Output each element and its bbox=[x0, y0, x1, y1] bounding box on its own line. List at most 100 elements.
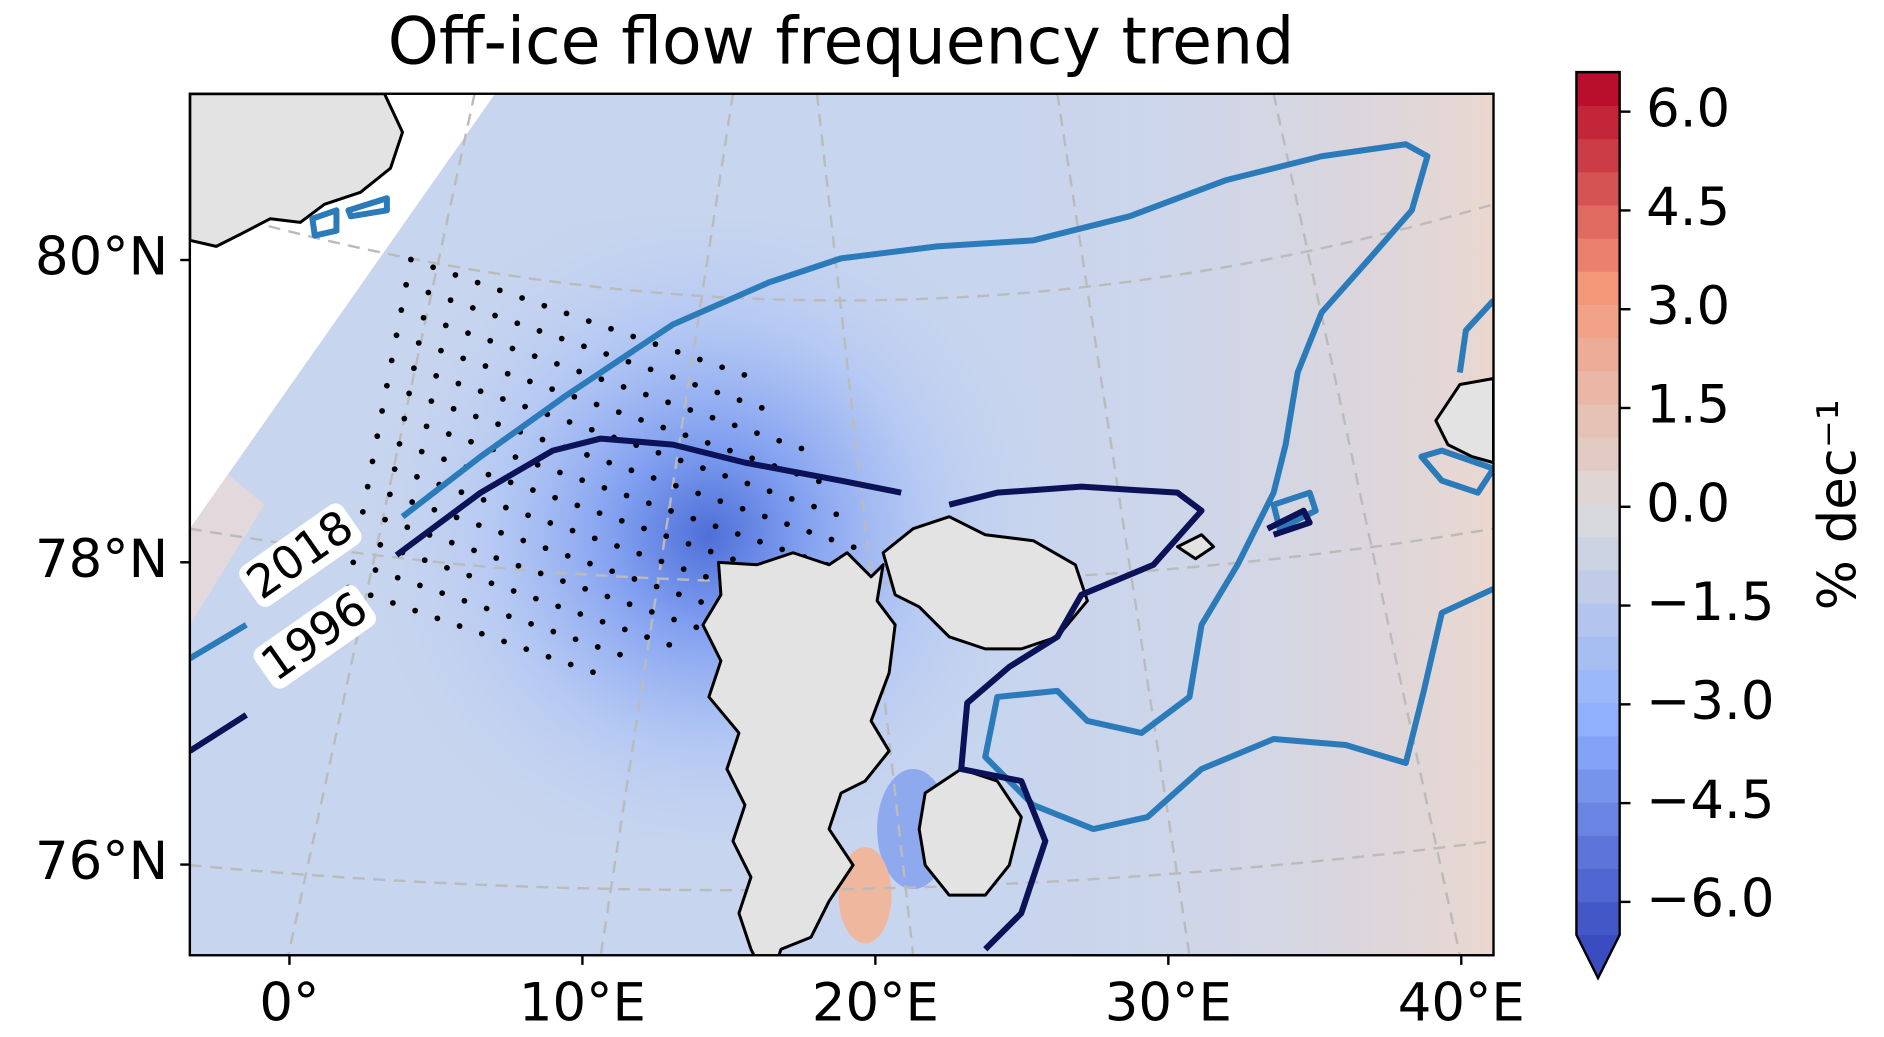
colorbar-label: % dec⁻¹ bbox=[1807, 399, 1868, 610]
stipple-dot bbox=[618, 517, 625, 524]
stipple-dot bbox=[439, 590, 446, 596]
stipple-dot bbox=[574, 502, 581, 509]
stipple-dot bbox=[658, 558, 665, 565]
stipple-dot bbox=[593, 401, 600, 408]
stipple-dot bbox=[690, 515, 697, 522]
stipple-dot bbox=[798, 445, 805, 452]
stipple-dot bbox=[620, 384, 627, 390]
trend-patch bbox=[838, 847, 892, 944]
stipple-dot bbox=[698, 599, 704, 605]
stipple-dot bbox=[519, 295, 525, 301]
stipple-dot bbox=[665, 399, 671, 406]
stipple-dot bbox=[703, 573, 709, 580]
colorbar-band bbox=[1576, 735, 1620, 770]
stipple-dot bbox=[596, 510, 603, 516]
stipple-dot bbox=[608, 325, 614, 332]
stipple-dot bbox=[709, 414, 716, 421]
x-tick-label: 40°E bbox=[1398, 972, 1525, 1033]
stipple-dot bbox=[396, 441, 403, 447]
stipple-dot bbox=[692, 381, 698, 388]
stipple-dot bbox=[438, 347, 444, 354]
stipple-dot bbox=[636, 550, 643, 557]
stipple-dot bbox=[704, 440, 711, 446]
stipple-dot bbox=[536, 328, 543, 334]
stipple-dot bbox=[617, 651, 623, 658]
stipple-dot bbox=[474, 279, 481, 286]
stipple-dot bbox=[456, 623, 463, 629]
colorbar-band bbox=[1576, 702, 1620, 737]
colorbar-tick-label: 6.0 bbox=[1646, 78, 1730, 139]
stipple-dot bbox=[744, 480, 751, 487]
stipple-dot bbox=[532, 595, 539, 602]
trend-minimum bbox=[189, 216, 1178, 842]
stipple-dot bbox=[359, 509, 366, 515]
stipple-dot bbox=[509, 345, 516, 352]
x-tick-label: 0° bbox=[259, 972, 319, 1033]
stipple-dot bbox=[739, 505, 746, 512]
stipple-dot bbox=[471, 547, 477, 554]
stipple-dot bbox=[379, 408, 385, 414]
stipple-dot bbox=[448, 539, 455, 546]
stipple-dot bbox=[390, 600, 396, 606]
stipple-dot bbox=[444, 564, 450, 571]
colorbar-band bbox=[1576, 503, 1620, 538]
colorbar-band bbox=[1576, 72, 1620, 106]
stipple-dot bbox=[615, 409, 622, 416]
stipple-dot bbox=[628, 467, 635, 474]
stipple-dot bbox=[660, 424, 667, 431]
stipple-dot bbox=[498, 529, 504, 536]
stipple-dot bbox=[445, 431, 452, 437]
stipple-dot bbox=[707, 548, 714, 555]
stipple-dot bbox=[682, 432, 689, 439]
stipple-dot bbox=[850, 544, 857, 551]
stipple-dot bbox=[566, 419, 573, 425]
stipple-dot bbox=[653, 583, 660, 590]
stipple-dot bbox=[492, 312, 498, 319]
stipple-dot bbox=[828, 536, 835, 543]
stipple-dot bbox=[452, 272, 459, 278]
stipple-dot bbox=[387, 491, 393, 498]
stipple-dot bbox=[563, 310, 570, 317]
stipple-dot bbox=[458, 489, 465, 496]
colorbar-band bbox=[1576, 901, 1620, 936]
stipple-dot bbox=[758, 404, 765, 411]
contour-line bbox=[189, 435, 1313, 952]
stipple-dot bbox=[674, 348, 681, 355]
stipple-dot bbox=[414, 473, 420, 480]
colorbar-band bbox=[1576, 271, 1620, 305]
stipple-dot bbox=[741, 372, 748, 378]
stipple-dot bbox=[403, 281, 410, 288]
stipple-dot bbox=[642, 391, 649, 398]
colorbar-tick-label: −6.0 bbox=[1646, 869, 1774, 930]
stipple-dot bbox=[507, 479, 514, 486]
stipple-dot bbox=[409, 499, 416, 505]
stipple-dot bbox=[644, 634, 650, 640]
colorbar-tick-label: −1.5 bbox=[1646, 572, 1774, 633]
stipple-dot bbox=[647, 366, 654, 373]
stipple-dot bbox=[594, 644, 601, 650]
stipple-dot bbox=[652, 341, 659, 348]
stipple-dot bbox=[672, 482, 679, 489]
stipple-dot bbox=[502, 504, 509, 511]
stipple-dot bbox=[501, 638, 507, 645]
stipple-dot bbox=[526, 378, 533, 385]
contours bbox=[189, 141, 1494, 952]
stipple-dot bbox=[514, 320, 521, 327]
x-tick-label: 20°E bbox=[812, 972, 939, 1033]
stipple-dot bbox=[815, 478, 822, 485]
colorbar-band bbox=[1576, 768, 1620, 803]
stipple-dot bbox=[482, 363, 489, 369]
stipple-dot bbox=[754, 430, 760, 436]
stipple-dot bbox=[584, 452, 590, 458]
stipple-dot bbox=[650, 475, 657, 481]
nordaustlandet bbox=[881, 515, 1089, 651]
stipple-dot bbox=[425, 289, 432, 296]
stipple-dot bbox=[469, 304, 476, 311]
stipple-dot bbox=[369, 458, 376, 465]
stipple-dot bbox=[717, 498, 724, 504]
stipple-dot bbox=[430, 264, 437, 271]
stipple-dot bbox=[547, 520, 554, 526]
stipple-dot bbox=[714, 389, 721, 396]
stipple-dot bbox=[442, 322, 449, 329]
stipple-dot bbox=[433, 372, 440, 379]
